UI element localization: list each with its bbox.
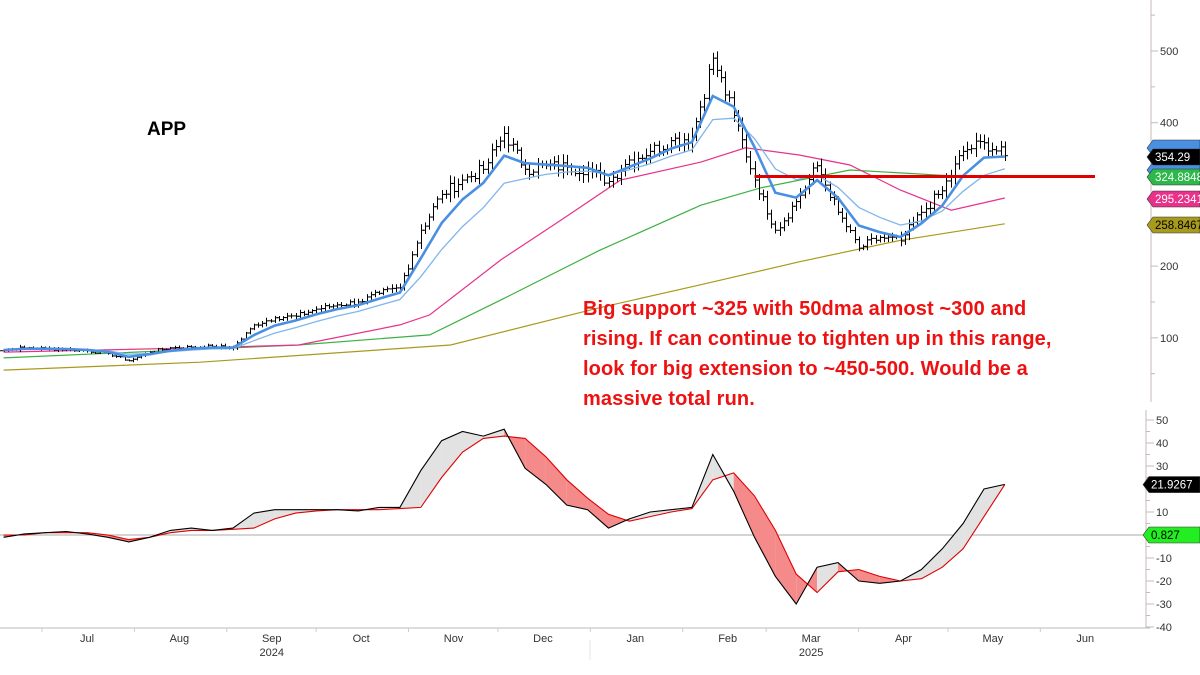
- x-axis-month-label: Nov: [444, 633, 464, 645]
- oscillator-signal-line: [3, 435, 1006, 594]
- annotation-text: Big support ~325 with 50dma almost ~300 …: [583, 294, 1052, 414]
- x-axis-year-label: 2024: [260, 647, 284, 659]
- oscillator-fill: [879, 576, 901, 584]
- price-axis-label: 100: [1160, 333, 1178, 345]
- oscillator-fill: [963, 489, 984, 549]
- moving-average-line-fast-ema: [3, 94, 1005, 359]
- x-axis-month-label: Apr: [895, 633, 912, 645]
- oscillator-fill: [525, 438, 546, 485]
- oscillator-axis-label: -40: [1156, 622, 1172, 634]
- price-axis-label: 200: [1160, 261, 1178, 273]
- price-tag-200dma: 258.8467: [1155, 220, 1200, 232]
- price-tag-200dma-bg: [1146, 216, 1200, 234]
- oscillator-axis-label: -30: [1156, 599, 1172, 611]
- oscillator-fill: [817, 562, 838, 593]
- oscillator-fill: [650, 509, 672, 517]
- moving-average-line-50dma: [3, 147, 1005, 353]
- x-axis-month-label: Mar: [802, 633, 821, 645]
- moving-average-line-200dma: [3, 223, 1005, 371]
- x-axis-year-label: 2025: [799, 647, 823, 659]
- oscillator-tag-histogram-bg: [1142, 526, 1200, 544]
- x-axis-month-label: Jun: [1076, 633, 1094, 645]
- oscillator-axis-label: -10: [1156, 553, 1172, 565]
- oscillator-axis-label: 50: [1156, 415, 1168, 427]
- price-tag-50dma-bg: [1146, 190, 1200, 208]
- x-axis-month-label: Dec: [533, 633, 553, 645]
- x-axis-month-label: Aug: [170, 633, 190, 645]
- price-tag-last: 354.29: [1155, 152, 1190, 164]
- oscillator-fill: [587, 498, 609, 529]
- oscillator-fill: [253, 509, 275, 529]
- oscillator-fill: [420, 440, 442, 508]
- annotation-line: massive total run.: [583, 388, 755, 410]
- oscillator-fill: [170, 528, 192, 533]
- x-axis-month-label: Sep: [262, 633, 282, 645]
- ticker-label: APP: [147, 119, 187, 140]
- oscillator-fill: [566, 479, 588, 510]
- x-axis-month-label: May: [983, 633, 1004, 645]
- oscillator-fill: [462, 431, 484, 453]
- x-axis-month-label: Jan: [626, 633, 644, 645]
- oscillator-tag-histogram: 0.827: [1151, 530, 1180, 542]
- annotation-line: look for big extension to ~450-500. Woul…: [583, 358, 1028, 380]
- oscillator-tag-signal-bg: [1142, 476, 1200, 493]
- price-axis-label: 500: [1160, 46, 1178, 58]
- price-tag-last-bg: [1146, 148, 1200, 166]
- oscillator-axis-label: 30: [1156, 461, 1168, 473]
- oscillator-fill: [608, 514, 630, 529]
- oscillator-fill: [921, 548, 943, 579]
- oscillator-fill: [858, 569, 880, 584]
- oscillator-fill: [733, 472, 755, 538]
- oscillator-fill: [545, 456, 567, 506]
- annotation-line: rising. If can continue to tighten up in…: [583, 328, 1052, 350]
- x-axis-month-label: Oct: [353, 633, 370, 645]
- x-axis-month-label: Feb: [718, 633, 737, 645]
- oscillator-fill: [942, 523, 964, 568]
- oscillator-axis-label: 40: [1156, 438, 1168, 450]
- annotation-line: Big support ~325 with 50dma almost ~300 …: [583, 298, 1027, 320]
- price-tag-100dma-bg: [1146, 168, 1200, 186]
- price-tag-100dma: 324.8848: [1155, 172, 1200, 184]
- price-axis-label: 400: [1160, 118, 1178, 130]
- oscillator-fill: [107, 535, 129, 542]
- oscillator-axis-label: -20: [1156, 576, 1172, 588]
- oscillator-tag-signal: 21.9267: [1151, 480, 1193, 492]
- oscillator-fill: [441, 431, 463, 478]
- moving-average-line-100dma: [3, 169, 1005, 359]
- oscillator-fill: [274, 509, 296, 519]
- oscillator-fill: [775, 530, 797, 604]
- oscillator-fill: [754, 495, 776, 577]
- price-tag-50dma: 295.2341: [1155, 194, 1200, 206]
- x-axis-month-label: Jul: [80, 633, 94, 645]
- oscillator-main-line: [3, 428, 1005, 605]
- oscillator-axis-label: 10: [1156, 507, 1168, 519]
